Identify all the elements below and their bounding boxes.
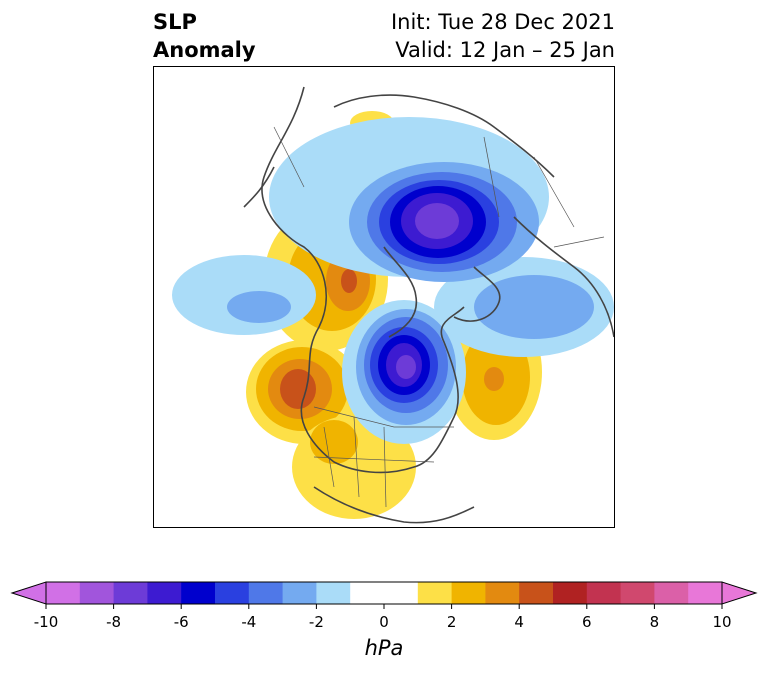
colorbar-tick-label: 2 <box>446 613 457 631</box>
anomaly-map <box>153 66 615 528</box>
colorbar-bin <box>79 582 115 604</box>
valid-range: Valid: 12 Jan – 25 Jan <box>395 38 615 62</box>
colorbar-min-extension <box>10 581 47 605</box>
colorbar-unit: hPa <box>364 636 404 660</box>
colorbar-bin <box>248 582 284 604</box>
colorbar-tick-label: -4 <box>241 613 257 631</box>
map-canvas <box>154 67 614 527</box>
colorbar <box>10 581 758 609</box>
west-coast-high <box>246 340 362 444</box>
pacific-low <box>172 255 316 335</box>
colorbar-bin <box>654 582 689 604</box>
colorbar-bin <box>113 582 148 604</box>
colorbar-bin <box>384 582 419 604</box>
colorbar-bin <box>46 582 81 604</box>
colorbar-bin <box>181 582 216 604</box>
colorbar-bin <box>620 582 655 604</box>
country-borders <box>273 126 605 508</box>
colorbar-bin <box>451 582 486 604</box>
init-date: Init: Tue 28 Dec 2021 <box>390 10 615 34</box>
arctic-low <box>269 117 614 357</box>
title-field: Anomaly <box>153 38 256 62</box>
colorbar-bin <box>282 582 317 604</box>
colorbar-bin <box>350 582 385 604</box>
coastlines <box>243 86 614 524</box>
colorbar-tick-label: 4 <box>514 613 524 631</box>
colorbar-bin <box>147 582 182 604</box>
colorbar-tick-label: 0 <box>379 613 389 631</box>
colorbar-bin <box>688 582 723 604</box>
colorbar-bin <box>316 582 351 604</box>
colorbar-tick-label: -2 <box>308 613 324 631</box>
title-variable: SLP <box>153 10 197 34</box>
colorbar-bin <box>519 582 554 604</box>
colorbar-tick-label: 8 <box>649 613 660 631</box>
hudson-bay-low <box>342 300 466 444</box>
colorbar-tick-label: 6 <box>582 613 592 631</box>
colorbar-tick-label: -10 <box>33 613 59 631</box>
colorbar-bin <box>553 582 588 604</box>
colorbar-max-extension <box>721 581 758 605</box>
colorbar-bin <box>215 582 250 604</box>
colorbar-bin <box>485 582 520 604</box>
colorbar-tick-label: -8 <box>106 613 122 631</box>
colorbar-bin <box>417 582 453 604</box>
colorbar-tick-label: -6 <box>173 613 189 631</box>
colorbar-tick-label: 10 <box>712 613 732 631</box>
map-title-right: Init: Tue 28 Dec 2021 Valid: 12 Jan – 25… <box>391 8 615 64</box>
colorbar-bin <box>586 582 622 604</box>
map-title-left: SLP Anomaly <box>153 8 256 64</box>
